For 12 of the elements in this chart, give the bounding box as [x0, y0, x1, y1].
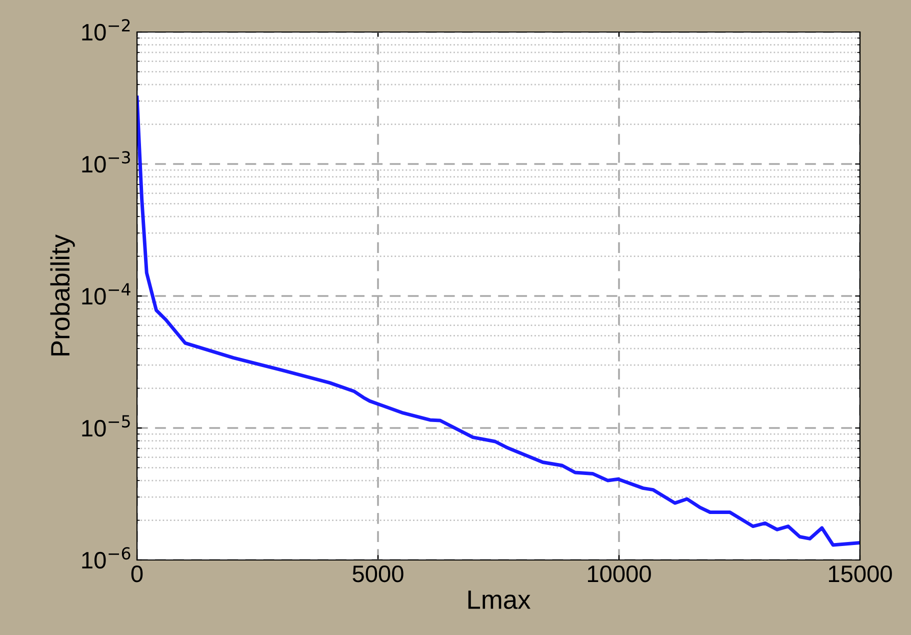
- y-tick-label: 10$^{−3}$: [82, 151, 130, 173]
- y-tick-label: 10$^{−2}$: [82, 19, 130, 41]
- y-axis-title: Probability: [50, 234, 75, 356]
- y-tick-label: 10$^{−5}$: [82, 415, 130, 437]
- x-axis-title: Lmax: [468, 590, 530, 610]
- x-tick-label: 0: [131, 565, 143, 582]
- x-tick-label: 15000: [828, 565, 892, 582]
- y-tick-label: 10$^{−4}$: [82, 283, 130, 305]
- line-series: [137, 96, 860, 547]
- x-tick-label: 5000: [352, 565, 404, 582]
- x-tick-label: 10000: [588, 565, 651, 582]
- y-tick-label: 10$^{−6}$: [82, 547, 130, 569]
